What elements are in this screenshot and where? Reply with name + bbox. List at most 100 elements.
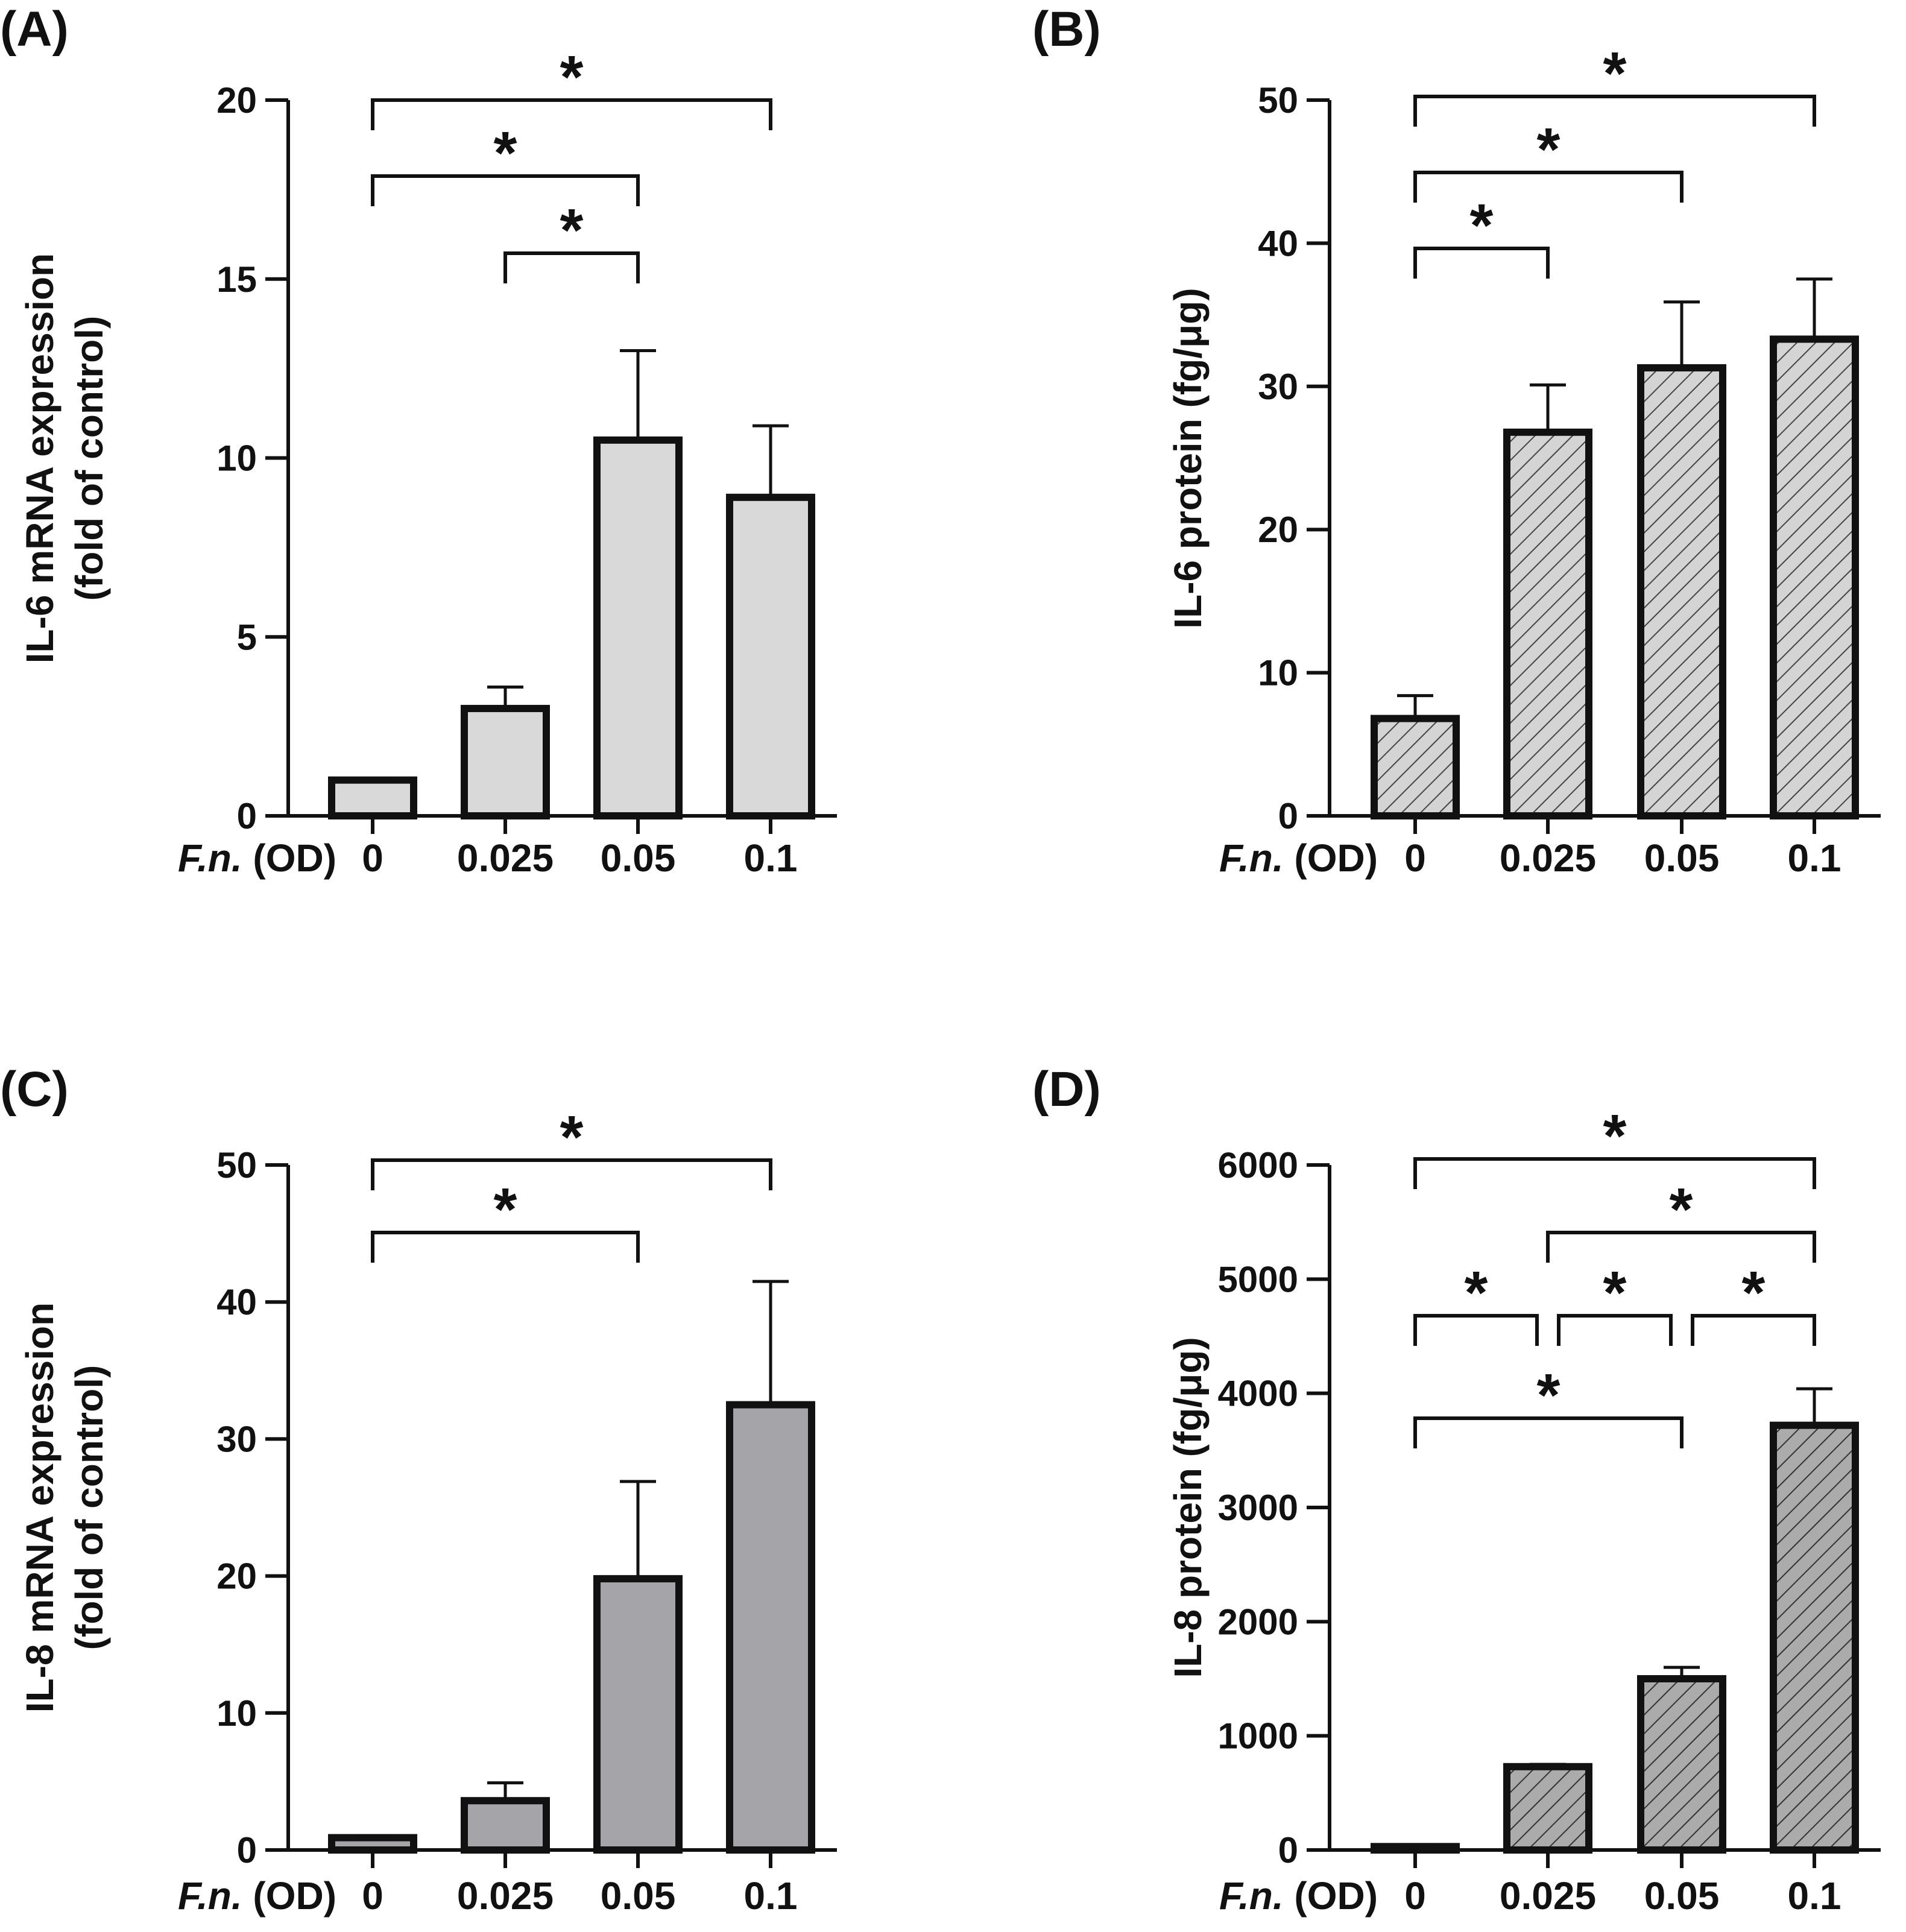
y-tick-label: 10 (1258, 653, 1298, 693)
significance-bracket (1546, 1231, 1816, 1263)
bar (1371, 715, 1460, 819)
significance-bracket (371, 98, 772, 130)
bar (1770, 1421, 1859, 1854)
y-tick-label: 6000 (1218, 1145, 1298, 1185)
y-tick-label: 30 (1258, 367, 1298, 407)
significance-star: * (1470, 192, 1494, 259)
significance-bracket (1413, 1157, 1816, 1189)
bar (328, 1834, 417, 1854)
y-tick-label: 0 (237, 1830, 257, 1870)
significance-bracket (1413, 247, 1550, 279)
y-axis-label: IL-6 protein (fg/μg) (1166, 288, 1210, 628)
x-axis-label: F.n. (OD) (1219, 836, 1378, 880)
bar (593, 436, 683, 819)
x-tick-label: 0 (362, 836, 383, 880)
x-tick-label: 0.1 (1788, 1874, 1841, 1918)
x-tick-label: 0.1 (1788, 836, 1841, 880)
x-tick-label: 0.05 (1644, 1874, 1720, 1918)
y-tick-label: 20 (216, 1556, 257, 1597)
x-tick-label: 0.025 (1500, 836, 1596, 880)
y-tick-label: 40 (216, 1282, 257, 1322)
panel-label: (B) (1032, 2, 1101, 57)
bar (461, 704, 550, 819)
bar (1503, 1763, 1592, 1854)
y-axis-label: IL-8 mRNA expression (fold of control) (18, 1302, 111, 1713)
significance-star: * (1537, 1362, 1560, 1429)
significance-star: * (560, 197, 584, 264)
bar (1503, 428, 1592, 819)
y-axis-label: IL-6 mRNA expression (fold of control) (18, 253, 111, 663)
bar (1770, 335, 1859, 819)
significance-bracket (371, 1231, 640, 1263)
significance-bracket (1557, 1314, 1673, 1346)
x-tick-label: 0.025 (457, 836, 554, 880)
x-tick-label: 0.025 (457, 1874, 554, 1918)
significance-star: * (560, 43, 584, 111)
y-tick-label: 15 (216, 259, 257, 300)
significance-bracket (371, 1158, 772, 1190)
x-tick-label: 0 (1404, 1874, 1426, 1918)
bar (726, 493, 815, 819)
significance-bracket (1413, 1416, 1684, 1448)
x-tick-label: 0 (362, 1874, 383, 1918)
significance-star: * (1742, 1259, 1766, 1327)
y-tick-label: 3000 (1218, 1488, 1298, 1528)
bar (726, 1401, 815, 1854)
significance-star: * (1537, 116, 1560, 183)
x-tick-label: 0.025 (1500, 1874, 1596, 1918)
bar (1637, 1675, 1726, 1854)
y-tick-label: 20 (216, 80, 257, 121)
significance-bracket (1413, 171, 1684, 203)
x-tick-label: 0.1 (744, 836, 798, 880)
x-tick-label: 0.1 (744, 1874, 798, 1918)
significance-star: * (1670, 1176, 1693, 1243)
y-tick-label: 1000 (1218, 1716, 1298, 1757)
x-tick-label: 0.05 (1644, 836, 1720, 880)
bar (1371, 1843, 1460, 1854)
bar (593, 1575, 683, 1854)
x-axis-label: F.n. (OD) (178, 1874, 336, 1918)
y-tick-label: 0 (1278, 796, 1298, 836)
y-tick-label: 40 (1258, 223, 1298, 264)
y-tick-label: 0 (1278, 1830, 1298, 1870)
panel-c: (C) 0 10 20 30 40 50 0 0.025 0.05 0.1 F.n. (OD) IL-8… (0, 1062, 837, 1918)
y-tick-label: 2000 (1218, 1602, 1298, 1642)
panel-a: (A) 0 5 10 15 20 0 0.025 0.05 0.1 F.n. (OD) IL-6 mR… (0, 2, 837, 880)
significance-star: * (1465, 1259, 1488, 1327)
y-tick-label: 5 (237, 617, 257, 657)
significance-star: * (1603, 1259, 1627, 1327)
bar (328, 776, 417, 820)
significance-bracket (371, 174, 640, 206)
significance-bracket (1413, 95, 1816, 127)
significance-bracket (1413, 1314, 1539, 1346)
bar (461, 1797, 550, 1854)
panel-d: (D) 0 1000 2000 3000 4000 5000 6000 0 0.025 0.05 0.… (1032, 1062, 1881, 1918)
panel-label: (D) (1032, 1062, 1101, 1117)
y-axis-label: IL-8 protein (fg/μg) (1166, 1337, 1210, 1678)
bar (1637, 364, 1726, 819)
x-tick-label: 0.05 (601, 836, 676, 880)
y-tick-label: 4000 (1218, 1374, 1298, 1414)
y-tick-label: 20 (1258, 510, 1298, 550)
significance-bracket (503, 251, 640, 283)
significance-star: * (1603, 1102, 1627, 1170)
significance-star: * (560, 1103, 584, 1171)
x-axis-label: F.n. (OD) (1219, 1874, 1378, 1918)
panel-b: (B) 0 10 20 30 40 50 0 0.025 0.05 0.1 F.n. (OD) IL-6… (1032, 2, 1881, 880)
significance-bracket (1691, 1314, 1816, 1346)
y-tick-label: 50 (216, 1145, 257, 1185)
y-tick-label: 10 (216, 1693, 257, 1734)
y-tick-label: 10 (216, 438, 257, 479)
significance-star: * (1603, 40, 1627, 107)
x-axis-label: F.n. (OD) (178, 836, 336, 880)
significance-star: * (494, 1176, 517, 1243)
x-tick-label: 0.05 (601, 1874, 676, 1918)
y-tick-label: 50 (1258, 80, 1298, 121)
y-tick-label: 5000 (1218, 1259, 1298, 1299)
y-tick-label: 0 (237, 796, 257, 836)
panel-label: (C) (0, 1062, 69, 1117)
significance-star: * (494, 119, 517, 187)
panel-label: (A) (0, 2, 69, 57)
x-tick-label: 0 (1404, 836, 1426, 880)
y-tick-label: 30 (216, 1419, 257, 1459)
